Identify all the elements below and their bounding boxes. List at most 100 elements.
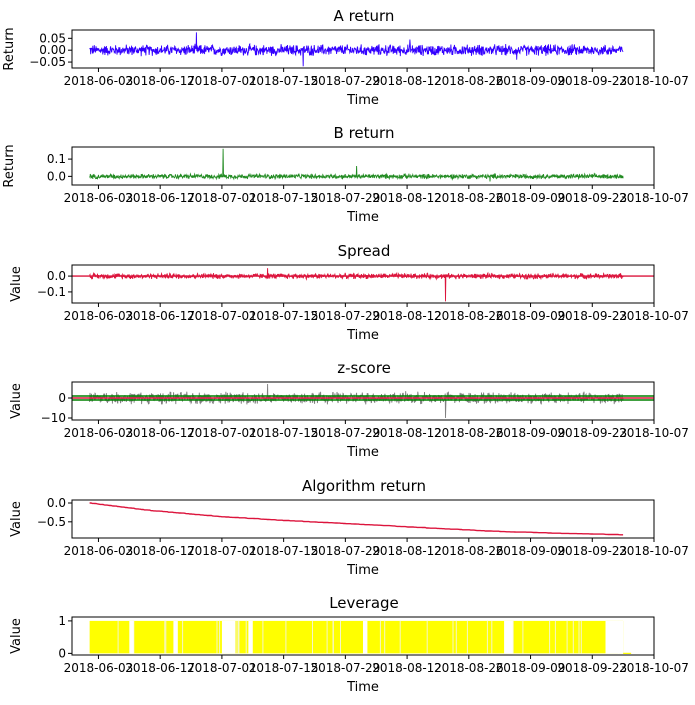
x-axis-label: Time [346, 563, 379, 578]
x-tick-label: 2018-10-07 [619, 191, 689, 205]
plot-area [89, 620, 632, 654]
x-tick-label: 2018-08-12 [372, 426, 442, 440]
x-tick-label: 2018-10-07 [619, 309, 689, 323]
y-tick-label: 0.05 [39, 31, 66, 45]
series-line [89, 502, 624, 536]
leverage-gap [512, 620, 514, 654]
x-tick-label: 2018-08-26 [434, 309, 504, 323]
leverage-gap [173, 620, 178, 654]
leverage-gap [605, 620, 624, 654]
x-tick-label: 2018-07-01 [187, 191, 257, 205]
leverage-gap [221, 620, 236, 654]
chart-panel-3: 0−102018-06-032018-06-172018-07-012018-0… [9, 359, 689, 460]
chart-title: B return [334, 124, 395, 142]
x-tick-label: 2018-07-01 [187, 426, 257, 440]
chart-title: z-score [337, 359, 391, 377]
y-axis-label: Return [2, 27, 17, 70]
leverage-gap [554, 620, 556, 654]
y-axis-label: Value [9, 266, 24, 302]
leverage-gap [452, 620, 454, 654]
x-tick-label: 2018-06-17 [125, 661, 195, 675]
leverage-gap [455, 620, 457, 654]
y-tick-label: 1 [58, 614, 66, 628]
x-tick-label: 2018-07-15 [249, 191, 319, 205]
leverage-gap [340, 620, 341, 654]
leverage-gap [491, 620, 493, 654]
x-tick-label: 2018-07-01 [187, 309, 257, 323]
chart-title: Spread [338, 242, 391, 260]
leverage-gap [332, 620, 334, 654]
x-tick-label: 2018-09-23 [557, 661, 627, 675]
x-tick-label: 2018-09-09 [496, 544, 566, 558]
y-tick-label: 0.00 [39, 43, 66, 57]
x-tick-label: 2018-07-15 [249, 544, 319, 558]
x-tick-label: 2018-08-26 [434, 544, 504, 558]
plot-frame [71, 499, 655, 539]
x-tick-label: 2018-08-12 [372, 191, 442, 205]
plot-area [89, 32, 624, 67]
leverage-gap [129, 620, 134, 654]
x-tick-label: 2018-06-03 [64, 661, 134, 675]
y-tick-label: 0.1 [47, 152, 66, 166]
x-axis-label: Time [346, 93, 379, 108]
leverage-gap [399, 620, 401, 654]
y-tick-label: −10 [41, 411, 66, 425]
y-tick-label: 0 [58, 391, 66, 405]
x-tick-label: 2018-07-01 [187, 661, 257, 675]
series-line [89, 148, 624, 182]
x-tick-label: 2018-07-15 [249, 309, 319, 323]
y-axis-label: Value [9, 618, 24, 654]
x-tick-label: 2018-06-17 [125, 191, 195, 205]
leverage-gap [379, 620, 381, 654]
leverage-gap [486, 620, 488, 654]
y-axis-label: Value [9, 501, 24, 537]
plot-area [89, 502, 624, 536]
leverage-fill [89, 620, 624, 654]
x-tick-label: 2018-06-03 [64, 74, 134, 88]
x-tick-label: 2018-07-15 [249, 426, 319, 440]
x-tick-label: 2018-07-15 [249, 74, 319, 88]
x-tick-label: 2018-10-07 [619, 426, 689, 440]
leverage-gap [133, 620, 135, 654]
plot-area [72, 383, 654, 419]
leverage-gap [578, 620, 580, 654]
leverage-gap [363, 620, 368, 654]
x-tick-label: 2018-07-29 [310, 661, 380, 675]
leverage-gap [164, 620, 166, 654]
leverage-gap [117, 620, 119, 654]
leverage-gap [326, 620, 328, 654]
chart-panel-1: 0.10.02018-06-032018-06-172018-07-012018… [2, 124, 689, 225]
x-axis-label: Time [346, 210, 379, 225]
plot-frame [71, 381, 655, 421]
leverage-gap [235, 620, 237, 654]
leverage-gap [566, 620, 568, 654]
leverage-gap [237, 620, 239, 654]
x-tick-label: 2018-07-01 [187, 74, 257, 88]
x-tick-label: 2018-06-17 [125, 426, 195, 440]
plot-area [72, 268, 654, 302]
y-tick-label: −0.1 [37, 285, 66, 299]
x-tick-label: 2018-06-03 [64, 544, 134, 558]
series-line [89, 32, 624, 67]
x-tick-label: 2018-06-03 [64, 191, 134, 205]
leverage-gap [572, 620, 574, 654]
plot-area [89, 148, 624, 182]
leverage-gap [466, 620, 468, 654]
x-tick-label: 2018-09-09 [496, 309, 566, 323]
chart-panel-4: 0.0−0.52018-06-032018-06-172018-07-01201… [9, 477, 689, 578]
x-tick-label: 2018-07-01 [187, 544, 257, 558]
chart-panel-0: 0.050.00−0.052018-06-032018-06-172018-07… [2, 7, 689, 108]
x-tick-label: 2018-07-29 [310, 544, 380, 558]
x-axis-label: Time [346, 328, 379, 343]
leverage-gap [216, 620, 218, 654]
chart-title: Leverage [329, 594, 399, 612]
x-tick-label: 2018-06-03 [64, 309, 134, 323]
chart-title: A return [334, 7, 395, 25]
leverage-gap [182, 620, 184, 654]
x-tick-label: 2018-09-23 [557, 426, 627, 440]
y-tick-label: 0 [58, 646, 66, 660]
x-tick-label: 2018-06-17 [125, 74, 195, 88]
x-tick-label: 2018-06-17 [125, 544, 195, 558]
x-tick-label: 2018-08-26 [434, 661, 504, 675]
